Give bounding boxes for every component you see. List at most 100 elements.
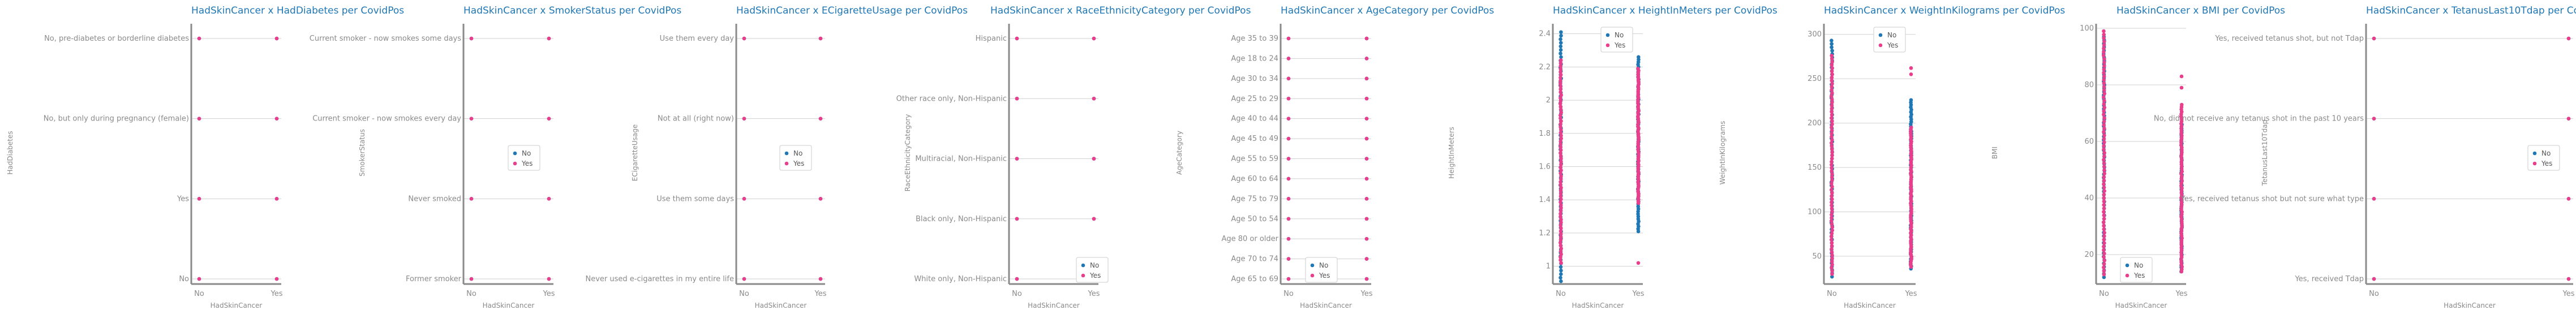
data-point <box>2102 102 2106 106</box>
data-point <box>1830 72 1835 76</box>
legend-marker <box>513 161 517 166</box>
data-point <box>1830 225 1835 229</box>
y-axis-label: SmokerStatus <box>358 129 366 177</box>
data-point <box>1830 137 1834 142</box>
data-point <box>2102 84 2106 89</box>
y-tick-label: 200 <box>1808 119 1822 128</box>
data-point <box>1559 165 1563 170</box>
y-axis-label: WeightInKilograms <box>1719 121 1727 185</box>
data-point <box>2102 175 2106 179</box>
data-point <box>2102 248 2106 252</box>
legend-marker <box>1081 263 1085 268</box>
chart-title: HadSkinCancer x AgeCategory per CovidPos <box>1281 5 1494 16</box>
y-tick-label: Age 65 to 69 <box>1231 275 1278 283</box>
y-tick-label: Current smoker - now smokes every day <box>312 115 461 123</box>
data-point <box>274 36 279 41</box>
data-point <box>1830 85 1834 89</box>
legend-marker <box>784 161 789 166</box>
y-tick-label: 50 <box>1812 252 1822 261</box>
data-point <box>1830 104 1834 107</box>
data-point <box>1830 38 1834 42</box>
data-point <box>1830 141 1834 145</box>
y-tick-label: Age 25 to 29 <box>1231 94 1278 103</box>
data-point <box>2179 74 2184 79</box>
legend-marker <box>2125 273 2130 278</box>
data-point <box>1829 238 1834 242</box>
data-point <box>1830 81 1834 86</box>
data-point <box>2102 74 2106 79</box>
data-point <box>2102 196 2106 200</box>
legend-marker <box>1605 43 1610 48</box>
data-point <box>742 277 746 281</box>
y-tick-label: 100 <box>1808 208 1822 216</box>
data-point <box>1830 66 1835 70</box>
data-point <box>1559 220 1563 225</box>
data-point <box>1559 134 1563 137</box>
data-point <box>1559 243 1563 248</box>
data-point <box>1830 110 1834 114</box>
data-point <box>2179 102 2184 107</box>
x-axis-label: HadSkinCancer <box>2444 302 2496 309</box>
data-point <box>1830 116 1834 120</box>
chart-title: HadSkinCancer x BMI per CovidPos <box>2116 5 2285 16</box>
data-point <box>1559 37 1562 41</box>
legend-label: Yes <box>1887 41 1898 49</box>
legend-label: Yes <box>521 160 533 167</box>
data-point <box>1092 217 1096 221</box>
data-point <box>2102 32 2106 37</box>
data-point <box>2102 186 2106 190</box>
y-tick-label: Age 80 or older <box>1221 235 1278 243</box>
data-point <box>2102 210 2106 214</box>
legend-marker <box>1878 43 1883 48</box>
data-point <box>2102 259 2106 263</box>
data-point <box>1830 147 1834 152</box>
data-point <box>469 277 474 281</box>
data-point <box>2102 154 2106 158</box>
y-axis-label: BMI <box>1991 147 1999 159</box>
data-point <box>1830 222 1834 226</box>
data-point <box>1830 228 1835 233</box>
data-point <box>1364 36 1369 41</box>
data-point <box>2102 46 2106 51</box>
data-point <box>2566 117 2571 121</box>
data-point <box>1559 197 1563 201</box>
data-point <box>1364 277 1369 281</box>
data-point <box>1830 231 1834 235</box>
data-point <box>2102 36 2106 40</box>
chart-panel: HadSkinCancer x TetanusLast10Tdap per Co… <box>2154 5 2576 309</box>
data-point <box>1830 200 1834 204</box>
data-point <box>2102 98 2106 103</box>
data-point <box>2102 269 2106 273</box>
legend-marker <box>2125 263 2130 268</box>
data-point <box>1830 209 1834 214</box>
data-point <box>2102 189 2106 193</box>
data-point <box>2101 95 2106 100</box>
y-tick-label: Use them some days <box>656 195 734 203</box>
data-point <box>1830 250 1834 255</box>
chart-title: HadSkinCancer x HeightInMeters per Covid… <box>1553 5 1778 16</box>
legend: No Yes <box>1305 257 1338 283</box>
data-point <box>1015 277 1019 281</box>
data-point <box>1559 250 1563 253</box>
data-point <box>469 36 474 41</box>
data-point <box>2566 277 2571 281</box>
data-point <box>1559 136 1564 141</box>
data-point <box>2102 241 2106 246</box>
data-point <box>2102 109 2106 113</box>
data-point <box>1909 98 1913 102</box>
data-point <box>2102 50 2106 54</box>
data-point <box>1559 93 1563 97</box>
chart-panel: HadSkinCancer x HeightInMeters per Covid… <box>1448 5 1778 309</box>
data-point <box>274 277 279 281</box>
data-point <box>2102 171 2107 176</box>
data-point <box>1830 207 1834 210</box>
data-point <box>2102 262 2106 266</box>
data-point <box>2566 36 2571 41</box>
data-point <box>2102 165 2106 169</box>
data-point <box>1830 144 1834 148</box>
data-point <box>1830 274 1834 279</box>
data-point <box>1559 145 1563 149</box>
data-point <box>818 117 823 121</box>
x-tick-label: No <box>1283 290 1294 298</box>
data-point <box>2102 161 2106 165</box>
